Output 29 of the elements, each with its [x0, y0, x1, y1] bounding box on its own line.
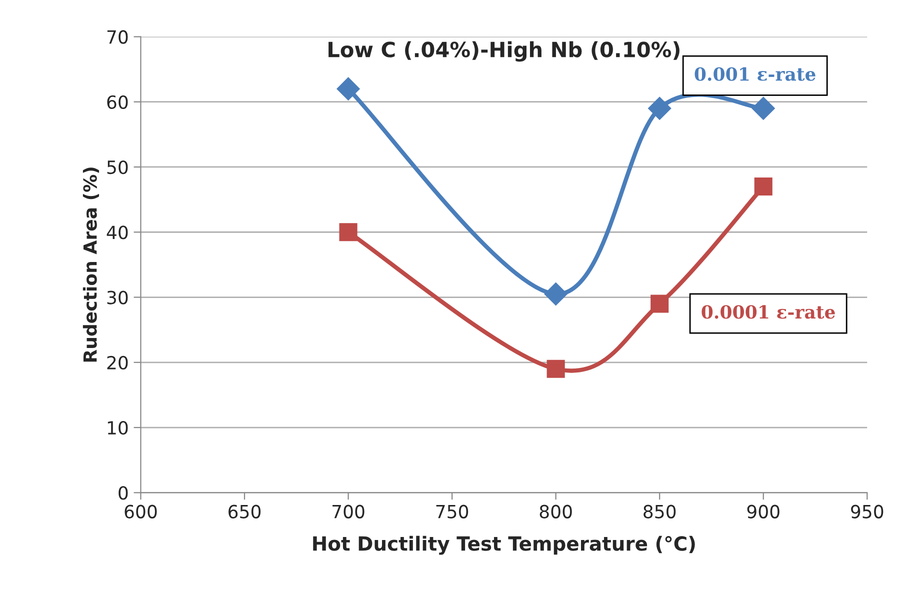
- x-tick-label: 600: [124, 504, 157, 518]
- y-tick-label: 70: [107, 30, 128, 44]
- y-tick-label: 30: [107, 290, 128, 304]
- point: [648, 96, 672, 120]
- point: [650, 294, 669, 313]
- x-tick-label: 900: [747, 504, 780, 518]
- point: [752, 96, 775, 120]
- x-axis-title: Hot Ductility Test Temperature (°C): [313, 536, 695, 555]
- chart-title: Low C (.04%)-High Nb (0.10%): [328, 41, 680, 62]
- point: [339, 223, 358, 242]
- point: [544, 282, 568, 306]
- x-tick-label: 700: [332, 504, 364, 518]
- x-tick-label: 850: [644, 504, 676, 518]
- point: [754, 178, 772, 196]
- y-tick-label: 10: [108, 420, 128, 435]
- series-label: 0.001 ε-rate: [694, 67, 816, 81]
- y-axis-title: Rudection Area (%): [82, 168, 100, 362]
- point: [336, 77, 360, 100]
- x-tick-label: 650: [228, 504, 261, 518]
- y-tick-label: 0: [118, 486, 128, 500]
- x-tick-label: 800: [540, 504, 572, 518]
- series-label: 0.0001 ε-rate: [702, 305, 835, 319]
- y-tick-label: 20: [107, 356, 128, 370]
- y-tick-label: 50: [107, 160, 128, 174]
- point: [546, 360, 565, 378]
- x-tick-label: 750: [436, 504, 468, 518]
- y-tick-label: 40: [106, 226, 128, 240]
- x-tick-label: 950: [851, 504, 884, 518]
- y-tick-label: 60: [107, 95, 128, 109]
